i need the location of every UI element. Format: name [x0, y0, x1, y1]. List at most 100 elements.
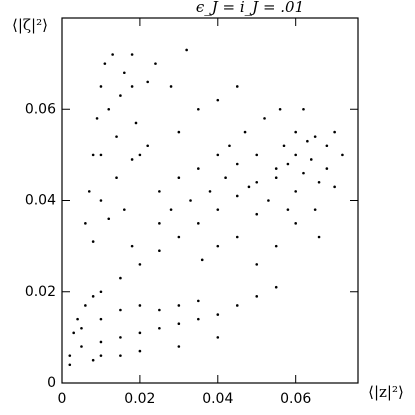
- point: [313, 135, 317, 138]
- point: [169, 208, 173, 211]
- chart-title: ϵ_J = i_J = .01: [196, 0, 304, 16]
- point: [154, 62, 157, 65]
- point: [130, 85, 134, 88]
- point: [309, 158, 313, 161]
- point: [119, 94, 122, 97]
- point: [72, 331, 75, 335]
- point: [158, 190, 161, 193]
- point: [274, 244, 278, 248]
- point: [107, 217, 111, 221]
- y-tick-label: 0: [47, 375, 56, 391]
- point: [158, 249, 161, 252]
- x-tick-label: 0.04: [202, 391, 233, 407]
- point: [76, 317, 79, 321]
- point: [200, 258, 204, 262]
- point: [99, 340, 103, 344]
- point: [68, 354, 72, 357]
- point: [130, 244, 134, 248]
- point: [68, 363, 72, 367]
- point: [216, 336, 220, 339]
- point: [247, 185, 251, 189]
- point: [91, 358, 95, 362]
- point: [216, 313, 220, 316]
- point: [216, 153, 220, 157]
- x-tick-label: 0.02: [124, 391, 155, 407]
- point: [267, 199, 270, 202]
- point: [87, 190, 91, 193]
- point: [158, 308, 161, 312]
- point: [84, 222, 87, 225]
- x-tick-label: 0: [58, 391, 67, 407]
- point: [138, 153, 142, 157]
- point: [306, 139, 309, 143]
- point: [317, 235, 321, 239]
- point: [325, 167, 329, 170]
- plot-frame: [61, 17, 359, 384]
- point: [243, 130, 247, 134]
- point: [333, 130, 336, 134]
- point: [99, 153, 103, 157]
- point: [134, 121, 138, 125]
- point: [208, 190, 212, 193]
- point: [302, 107, 305, 111]
- point: [216, 98, 220, 102]
- point: [99, 317, 103, 321]
- point: [255, 153, 259, 157]
- point: [197, 167, 200, 170]
- point: [341, 153, 344, 157]
- point: [146, 80, 149, 84]
- point: [119, 276, 122, 280]
- point: [235, 304, 239, 307]
- point: [146, 144, 149, 148]
- point: [169, 85, 173, 88]
- point: [235, 85, 239, 88]
- point: [138, 349, 142, 353]
- y-axis-label: ⟨|ζ|²⟩: [12, 16, 48, 34]
- point: [185, 48, 188, 52]
- point: [138, 304, 142, 307]
- point: [103, 62, 107, 65]
- point: [119, 336, 122, 339]
- point: [235, 162, 239, 166]
- point: [99, 199, 103, 202]
- point: [119, 354, 122, 357]
- point: [107, 107, 111, 111]
- point: [119, 308, 122, 312]
- point: [91, 240, 95, 243]
- point: [274, 176, 278, 179]
- point: [99, 290, 103, 294]
- point: [255, 295, 259, 298]
- point: [255, 212, 259, 216]
- point: [177, 130, 181, 134]
- point: [95, 117, 99, 120]
- point: [197, 317, 200, 321]
- point: [274, 285, 278, 289]
- point: [115, 135, 118, 138]
- point: [197, 299, 200, 303]
- point: [177, 304, 181, 307]
- point: [130, 53, 134, 56]
- point: [123, 71, 126, 75]
- point: [177, 176, 181, 179]
- point: [158, 326, 161, 330]
- y-tick-label: 0.06: [25, 101, 56, 117]
- point: [255, 180, 259, 184]
- point: [325, 144, 329, 148]
- point: [286, 208, 290, 211]
- y-tick-label: 0.04: [25, 193, 56, 209]
- point: [317, 180, 321, 184]
- point: [84, 304, 87, 307]
- point: [99, 354, 103, 357]
- y-tick-label: 0.02: [25, 284, 56, 300]
- point: [123, 208, 126, 211]
- point: [294, 153, 297, 157]
- point: [294, 130, 297, 134]
- point: [138, 331, 142, 335]
- point: [216, 244, 220, 248]
- point: [158, 222, 161, 225]
- point: [228, 144, 231, 148]
- x-tick-label: 0.06: [280, 391, 311, 407]
- point: [286, 162, 290, 166]
- point: [91, 153, 95, 157]
